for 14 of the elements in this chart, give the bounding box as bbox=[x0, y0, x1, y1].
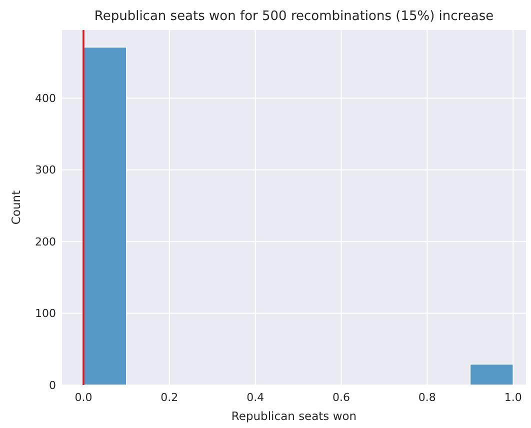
y-tick-label: 400 bbox=[35, 92, 56, 105]
x-tick-label: 0.8 bbox=[418, 391, 436, 404]
y-axis-title: Count bbox=[9, 190, 23, 225]
y-tick-label: 300 bbox=[35, 164, 56, 177]
y-tick-label: 100 bbox=[35, 307, 56, 320]
x-axis-title: Republican seats won bbox=[231, 409, 357, 423]
y-tick-label: 0 bbox=[49, 378, 56, 392]
x-tick-label: 0.2 bbox=[160, 391, 178, 404]
chart-title: Republican seats won for 500 recombinations (15%) increase bbox=[94, 9, 494, 24]
y-tick-label: 200 bbox=[35, 235, 56, 248]
x-tick-label: 0.6 bbox=[332, 391, 350, 404]
x-tick-label: 0.0 bbox=[74, 391, 92, 404]
x-tick-label: 1.0 bbox=[504, 391, 522, 404]
x-tick-label: 0.4 bbox=[246, 391, 264, 404]
